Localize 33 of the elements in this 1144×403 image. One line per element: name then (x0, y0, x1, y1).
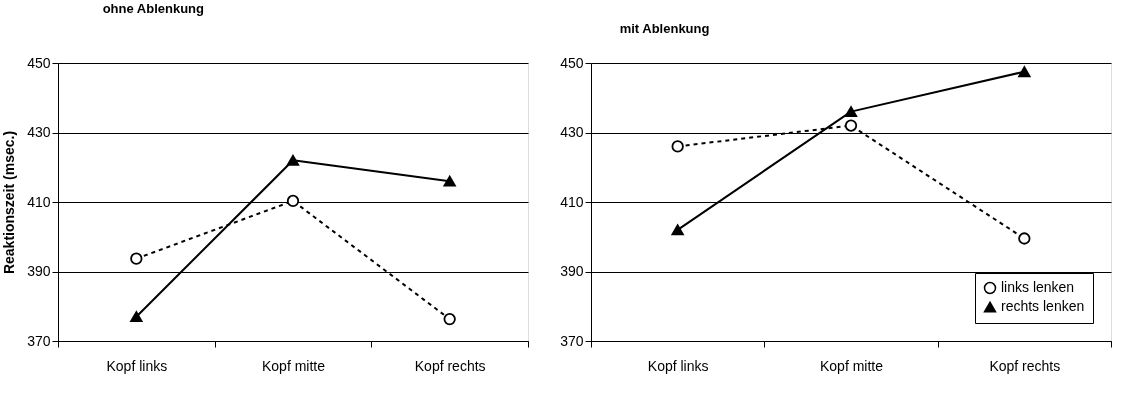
y-tick-label: 450 (560, 54, 584, 71)
point (443, 312, 456, 326)
y-tick-label: 430 (27, 124, 51, 140)
y-tick-label: 410 (560, 193, 584, 210)
y-tick-label: 390 (27, 263, 51, 279)
point (671, 224, 684, 236)
y-tick-label: 370 (560, 332, 584, 349)
y-tick-label: 390 (560, 263, 584, 279)
x-tick-label: Kopf links (647, 357, 709, 374)
x-tick-label: Kopf mitte (261, 357, 326, 374)
legend-label: links lenken (1001, 279, 1075, 295)
point (671, 140, 684, 153)
point (844, 119, 858, 132)
point (1018, 66, 1031, 78)
y-tick-label: 430 (560, 124, 584, 140)
point (1018, 232, 1031, 245)
y-tick-label: 370 (27, 332, 51, 349)
chart-title: mit Ablenkung (619, 21, 710, 36)
chart-title: ohne Ablenkung (102, 1, 205, 16)
y-tick-label: 410 (27, 193, 51, 210)
x-tick-label: Kopf rechts (414, 357, 486, 374)
legend-label: rechts lenken (1001, 298, 1085, 314)
point (130, 311, 143, 323)
point (286, 154, 300, 166)
point (130, 252, 143, 265)
y-tick-label: 450 (27, 54, 51, 71)
x-tick-label: Kopf mitte (819, 357, 884, 374)
point (443, 175, 456, 187)
point (286, 194, 300, 208)
point (844, 106, 858, 118)
x-tick-label: Kopf links (106, 357, 168, 374)
x-tick-label: Kopf rechts (989, 357, 1061, 374)
y-axis-title: Reaktionszeit (msec.) (1, 130, 18, 275)
